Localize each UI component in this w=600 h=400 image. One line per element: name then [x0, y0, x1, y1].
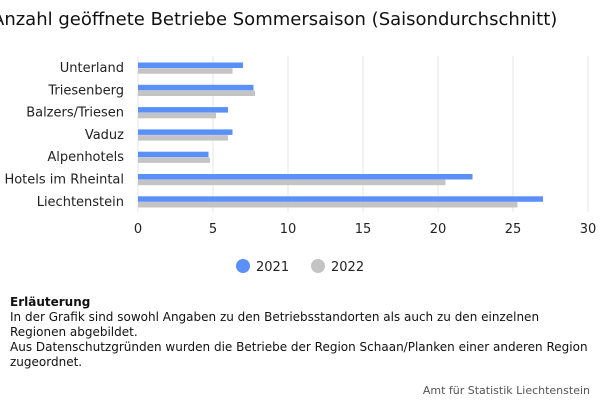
x-tick-label: 0 [134, 222, 142, 237]
bar-2021[interactable] [138, 84, 254, 91]
bar-2022[interactable] [138, 112, 216, 119]
legend-label-2021[interactable]: 2021 [256, 260, 289, 275]
x-tick-label: 5 [209, 222, 217, 237]
chart-title: Anzahl geöffnete Betriebe Sommersaison (… [0, 9, 558, 30]
x-tick-label: 30 [580, 222, 597, 237]
x-tick-label: 15 [355, 222, 372, 237]
legend-swatch-2021[interactable] [236, 259, 250, 273]
source-credit: Amt für Statistik Liechtenstein [422, 384, 590, 397]
x-axis-ticks: 0 5 10 15 20 25 30 [134, 222, 596, 237]
bar-2021[interactable] [138, 62, 243, 69]
chart-area: Unterland Triesenberg Balzers/Triesen Vaduz… [4, 56, 596, 275]
bar-2022[interactable] [138, 179, 446, 186]
bar-2022[interactable] [138, 202, 518, 208]
bar-2022[interactable] [138, 157, 210, 163]
category-label: Vaduz [85, 128, 124, 143]
bar-2022[interactable] [138, 68, 233, 74]
bars [138, 62, 543, 208]
x-tick-label: 10 [280, 222, 297, 237]
note-line: In der Grafik sind sowohl Angaben zu den… [10, 310, 540, 339]
category-labels: Unterland Triesenberg Balzers/Triesen Vaduz… [4, 61, 124, 210]
category-label: Unterland [60, 61, 124, 76]
bar-2021[interactable] [138, 196, 543, 202]
note-line: Aus Datenschutzgründen wurden die Betrie… [10, 340, 588, 369]
bar-2021[interactable] [138, 129, 233, 135]
x-tick-label: 25 [505, 222, 522, 237]
bar-2022[interactable] [138, 135, 228, 141]
notes-heading: Erläuterung [10, 295, 91, 309]
category-label: Alpenhotels [47, 150, 124, 165]
category-label: Hotels im Rheintal [4, 173, 124, 188]
x-tick-label: 20 [430, 222, 447, 237]
legend-label-2022[interactable]: 2022 [331, 260, 364, 275]
bar-2021[interactable] [138, 107, 228, 113]
category-label: Triesenberg [47, 83, 124, 98]
legend[interactable]: 2021 2022 [236, 259, 364, 275]
category-label: Balzers/Triesen [26, 106, 124, 121]
bar-2021[interactable] [138, 174, 473, 180]
bar-2021[interactable] [138, 151, 209, 158]
notes-section: Erläuterung In der Grafik sind sowohl An… [10, 295, 590, 370]
legend-swatch-2022[interactable] [311, 259, 325, 273]
category-label: Liechtenstein [37, 195, 124, 210]
bar-2022[interactable] [138, 90, 255, 97]
